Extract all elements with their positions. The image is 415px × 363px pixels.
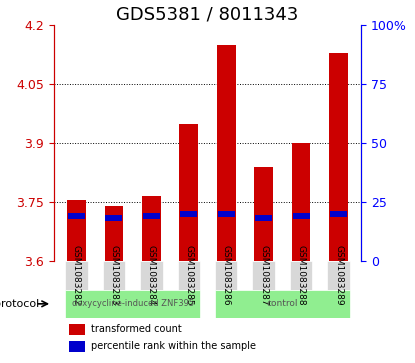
Text: protocol: protocol [0,299,39,309]
FancyBboxPatch shape [65,261,88,290]
Text: percentile rank within the sample: percentile rank within the sample [91,341,256,351]
Bar [67,200,86,261]
Bar [105,215,122,221]
FancyBboxPatch shape [252,261,275,290]
Text: transformed count: transformed count [91,324,181,334]
Bar [142,196,161,261]
Bar [329,53,348,261]
Text: GSM1083283: GSM1083283 [110,245,118,306]
Bar [217,45,236,261]
Bar [181,211,197,217]
Text: GSM1083282: GSM1083282 [72,245,81,306]
Text: GSM1083287: GSM1083287 [259,245,268,306]
Bar [330,211,347,217]
Text: GSM1083289: GSM1083289 [334,245,343,306]
Bar [68,213,85,219]
Text: control: control [267,299,298,308]
FancyBboxPatch shape [103,261,125,290]
FancyBboxPatch shape [215,290,350,318]
Bar [105,206,123,261]
Text: doxycycline-induced ZNF395: doxycycline-induced ZNF395 [71,299,194,308]
Bar [292,143,310,261]
Text: GSM1083284: GSM1083284 [147,245,156,306]
FancyBboxPatch shape [65,290,200,318]
Bar [218,211,234,217]
FancyBboxPatch shape [140,261,163,290]
Bar [255,215,272,221]
Bar [293,213,310,219]
Text: GSM1083285: GSM1083285 [184,245,193,306]
FancyBboxPatch shape [290,261,312,290]
Bar [69,324,85,335]
Title: GDS5381 / 8011343: GDS5381 / 8011343 [116,6,299,24]
FancyBboxPatch shape [327,261,350,290]
Bar [179,124,198,261]
Text: GSM1083286: GSM1083286 [222,245,231,306]
Bar [69,340,85,352]
Bar [254,167,273,261]
FancyBboxPatch shape [178,261,200,290]
Text: GSM1083288: GSM1083288 [297,245,305,306]
Bar [143,213,160,219]
FancyBboxPatch shape [215,261,237,290]
